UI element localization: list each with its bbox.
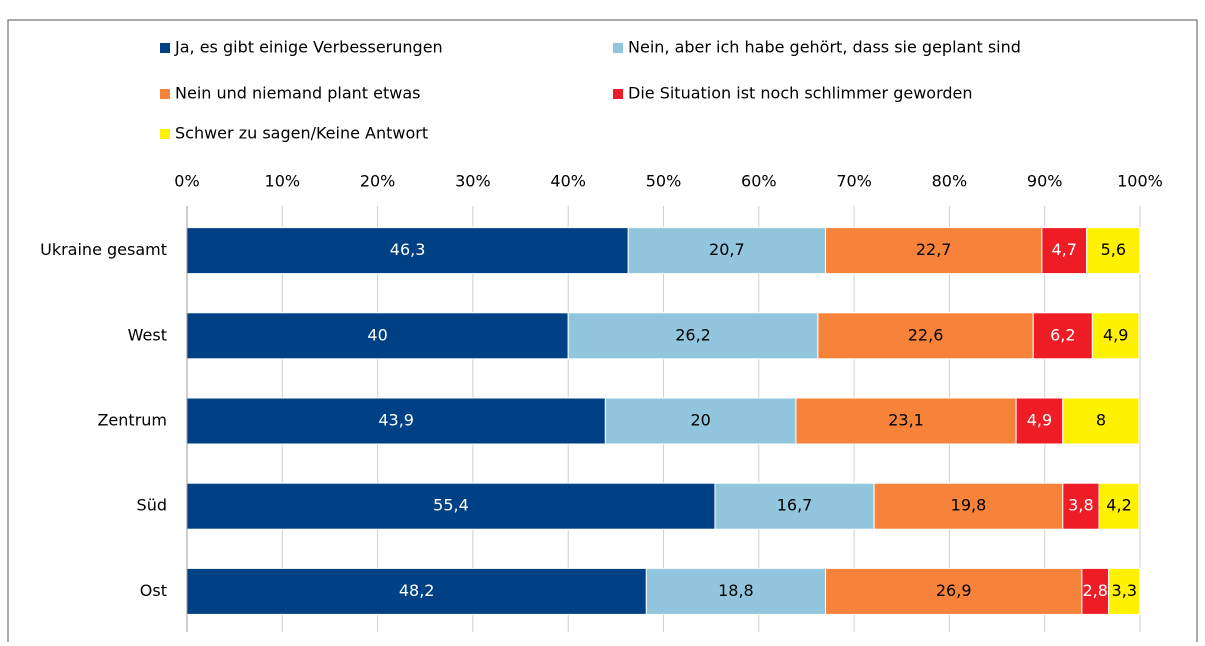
- legend-label: Die Situation ist noch schlimmer geworde…: [628, 84, 973, 103]
- data-label: 4,7: [1052, 240, 1077, 259]
- legend-swatch: [160, 43, 170, 53]
- x-tick-label: 70%: [836, 172, 872, 191]
- data-label: 8: [1096, 411, 1106, 430]
- data-label: 26,2: [675, 325, 711, 344]
- legend-label: Ja, es gibt einige Verbesserungen: [174, 38, 443, 57]
- data-label: 4,9: [1027, 411, 1052, 430]
- legend-label: Schwer zu sagen/Keine Antwort: [175, 124, 428, 143]
- bar-segment: [795, 397, 1017, 445]
- bar-segment: [604, 397, 797, 445]
- data-label: 22,7: [916, 240, 952, 259]
- data-label: 2,8: [1082, 581, 1107, 600]
- data-label: 4,9: [1103, 325, 1128, 344]
- y-tick-label: Zentrum: [97, 411, 167, 430]
- x-tick-label: 50%: [646, 172, 682, 191]
- data-label: 43,9: [378, 411, 414, 430]
- x-tick-label: 100%: [1117, 172, 1163, 191]
- data-label: 19,8: [951, 496, 987, 515]
- data-label: 16,7: [777, 496, 813, 515]
- legend-swatch: [160, 89, 170, 99]
- bar-segment: [1108, 567, 1141, 615]
- x-tick-label: 40%: [550, 172, 586, 191]
- y-tick-label: Ukraine gesamt: [40, 240, 167, 259]
- data-label: 20,7: [709, 240, 745, 259]
- bar-segment: [825, 227, 1043, 275]
- bar-segment: [1062, 397, 1140, 445]
- x-tick-label: 20%: [360, 172, 396, 191]
- bar-segment: [1062, 482, 1100, 530]
- y-tick-label: West: [128, 325, 167, 344]
- y-tick-label: Ost: [140, 581, 167, 600]
- legend-swatch: [613, 43, 623, 53]
- legend-swatch: [160, 129, 170, 139]
- data-label: 18,8: [718, 581, 754, 600]
- bar-segment: [1015, 397, 1064, 445]
- bar-segment: [714, 482, 875, 530]
- bar-segment: [817, 312, 1034, 360]
- bar-segment: [186, 312, 569, 360]
- data-label: 20: [690, 411, 710, 430]
- bar-segment: [186, 567, 647, 615]
- data-label: 40: [367, 325, 387, 344]
- legend-swatch: [613, 89, 623, 99]
- x-tick-label: 60%: [741, 172, 777, 191]
- data-label: 23,1: [888, 411, 924, 430]
- data-label: 6,2: [1050, 325, 1075, 344]
- data-label: 4,2: [1106, 496, 1131, 515]
- bar-segment: [186, 397, 606, 445]
- data-label: 3,8: [1068, 496, 1093, 515]
- bar-segment: [1032, 312, 1093, 360]
- legend-label: Nein und niemand plant etwas: [175, 84, 420, 103]
- x-tick-label: 30%: [455, 172, 491, 191]
- bar-segment: [567, 312, 819, 360]
- data-label: 26,9: [936, 581, 972, 600]
- bar-segment: [1098, 482, 1140, 530]
- x-tick-label: 80%: [932, 172, 968, 191]
- data-label: 3,3: [1112, 581, 1137, 600]
- data-label: 5,6: [1101, 240, 1126, 259]
- x-tick-label: 10%: [265, 172, 301, 191]
- bar-segment: [1041, 227, 1088, 275]
- x-tick-label: 0%: [174, 172, 199, 191]
- data-label: 22,6: [908, 325, 944, 344]
- data-label: 55,4: [433, 496, 469, 515]
- y-tick-label: Süd: [137, 496, 167, 515]
- data-label: 46,3: [390, 240, 426, 259]
- bar-segment: [825, 567, 1083, 615]
- bar-segment: [1086, 227, 1141, 275]
- bar-segment: [1081, 567, 1110, 615]
- bar-segment: [873, 482, 1064, 530]
- data-label: 48,2: [399, 581, 435, 600]
- bar-segment: [1091, 312, 1140, 360]
- legend-label: Nein, aber ich habe gehört, dass sie gep…: [628, 38, 1021, 57]
- x-tick-label: 90%: [1027, 172, 1063, 191]
